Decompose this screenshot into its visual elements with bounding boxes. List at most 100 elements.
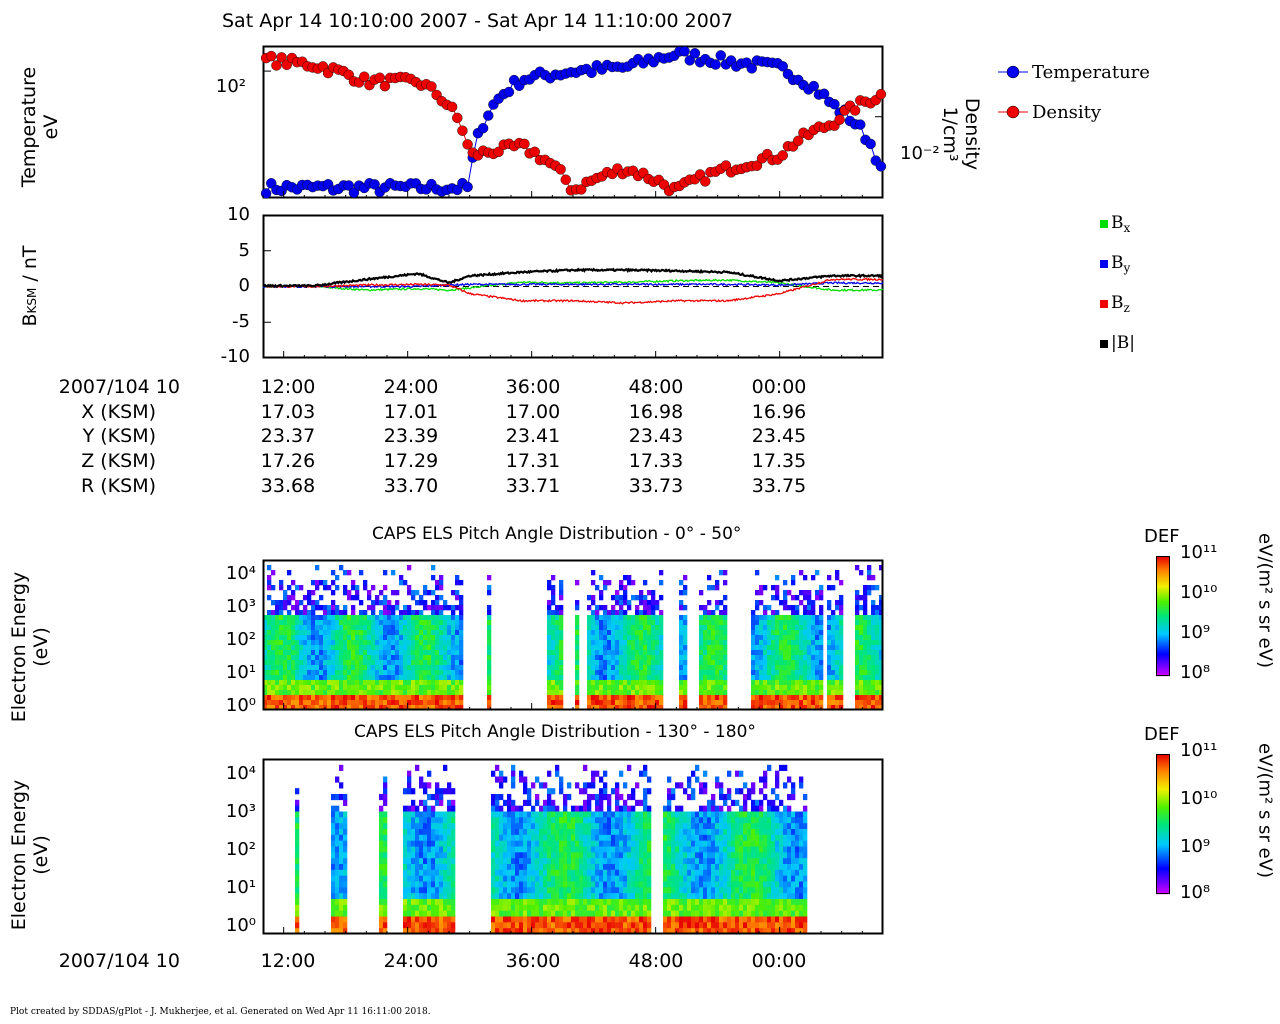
spectrogram-cell <box>767 685 772 691</box>
time-tick: 24:00 <box>383 376 439 398</box>
spectrogram-cell <box>807 660 812 666</box>
colorbar-band <box>1156 560 1170 562</box>
spectrogram-cell <box>399 665 404 671</box>
spectrogram-cell <box>695 817 700 824</box>
spectrogram-cell <box>655 600 660 606</box>
spectrogram-cell <box>567 875 572 882</box>
spectrogram-cell <box>295 840 300 847</box>
spectrogram-cell <box>379 910 384 917</box>
spectrogram-cell <box>291 650 296 656</box>
spectrogram-cell <box>535 899 540 906</box>
spectrogram-cell <box>367 630 372 636</box>
spectrogram-cell <box>859 605 864 611</box>
spectrogram-cell <box>419 610 424 616</box>
spectrogram-cell <box>375 660 380 666</box>
spectrogram-cell <box>615 794 620 801</box>
spectrogram-cell <box>663 846 668 853</box>
spectrogram-cell <box>523 928 528 935</box>
spectrogram-cell <box>627 625 632 631</box>
spectrogram-cell <box>595 620 600 626</box>
spectrogram-cell <box>547 805 552 812</box>
spectrogram-cell <box>319 700 324 706</box>
spectrogram-cell <box>771 670 776 676</box>
spectrogram-cell <box>267 690 272 696</box>
spectrogram-cell <box>531 840 536 847</box>
spectrogram-cell <box>607 665 612 671</box>
spectrogram-cell <box>523 864 528 871</box>
spectrogram-cell <box>307 630 312 636</box>
spectrogram-cell <box>551 904 556 911</box>
spectrogram-cell <box>443 829 448 836</box>
spectrogram-cell <box>723 605 728 611</box>
spectrogram-cell <box>691 846 696 853</box>
spectrogram-cell <box>607 635 612 641</box>
spectrogram-cell <box>447 829 452 836</box>
spectrogram-cell <box>307 620 312 626</box>
spectrogram-cell <box>695 811 700 818</box>
spectrogram-cell <box>451 881 456 888</box>
spectrogram-cell <box>391 645 396 651</box>
spectrogram-cell <box>263 630 268 636</box>
spectrogram-cell <box>715 675 720 681</box>
spectrogram-cell <box>299 615 304 621</box>
spectrogram-cell <box>551 817 556 824</box>
spectrogram-cell <box>715 782 720 789</box>
spectrogram-cell <box>579 904 584 911</box>
spectrogram-cell <box>407 846 412 853</box>
spectrogram-cell <box>679 580 684 586</box>
spectrogram-cell <box>711 858 716 865</box>
spectrogram-cell <box>871 635 876 641</box>
spectrogram-cell <box>527 875 532 882</box>
spectrogram-cell <box>687 922 692 929</box>
spectrogram-cell <box>703 670 708 676</box>
spectrogram-cell <box>879 655 884 661</box>
spectrogram-cell <box>379 645 384 651</box>
spectrogram-cell <box>295 805 300 812</box>
spectrogram-cell <box>359 635 364 641</box>
spectrogram-cell <box>571 922 576 929</box>
energy-label-line2: (eV) <box>30 835 52 875</box>
spectrogram-cell <box>611 829 616 836</box>
spectrogram-cell <box>703 916 708 923</box>
spectrogram-cell <box>783 605 788 611</box>
spectrogram-cell <box>427 910 432 917</box>
spectrogram-cell <box>275 695 280 701</box>
spectrogram-cell <box>515 823 520 830</box>
spectrogram-cell <box>443 645 448 651</box>
spectrogram-cell <box>419 846 424 853</box>
data-point-temperature <box>462 181 473 193</box>
spectrogram-cell <box>351 685 356 691</box>
spectrogram-cell <box>267 695 272 701</box>
spectrogram-cell <box>339 852 344 859</box>
spectrogram-cell <box>755 670 760 676</box>
spectrogram-cell <box>863 585 868 591</box>
colorbar-band <box>1156 562 1170 564</box>
spectrogram-cell <box>507 817 512 824</box>
spectrogram-cell <box>703 675 708 681</box>
spectrogram-cell <box>651 675 656 681</box>
spectrogram-cell <box>575 620 580 626</box>
spectrogram-cell <box>651 630 656 636</box>
spectrogram-cell <box>839 640 844 646</box>
spectrogram-cell <box>751 615 756 621</box>
spectrogram-cell <box>419 823 424 830</box>
spectrogram-cell <box>359 650 364 656</box>
spectrogram-cell <box>639 595 644 601</box>
spectrogram-cell <box>751 610 756 616</box>
spectrogram-cell <box>423 625 428 631</box>
spectrogram-cell <box>443 916 448 923</box>
spectrogram-cell <box>839 615 844 621</box>
spectrogram-cell <box>335 823 340 830</box>
spectrogram-cell <box>707 695 712 701</box>
spectrogram-cell <box>767 700 772 706</box>
spectrogram-cell <box>707 655 712 661</box>
spectrogram-cell <box>543 869 548 876</box>
spectrogram-cell <box>643 858 648 865</box>
spectrogram-cell <box>687 811 692 818</box>
spectrogram-cell <box>531 834 536 841</box>
spectrogram-cell <box>487 590 492 596</box>
spectrogram-cell <box>347 655 352 661</box>
spectrogram-cell <box>839 675 844 681</box>
spectrogram-cell <box>655 640 660 646</box>
spectrogram-cell <box>443 817 448 824</box>
